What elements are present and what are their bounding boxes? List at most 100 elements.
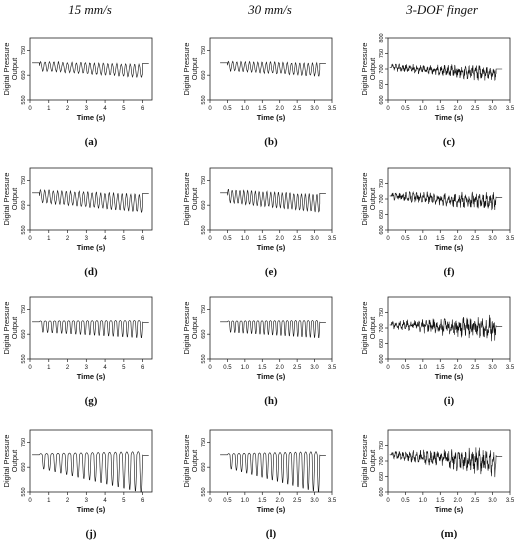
x-tick-label: 1: [47, 365, 51, 371]
plot-frame: [29, 37, 153, 101]
chart-panel-10: 0 0.5 1.0 1.5 2.0 2.5 3.0 3.5 550 650 750 Time (s) D…: [182, 429, 337, 514]
x-tick-label: 2.0: [454, 106, 463, 112]
x-tick-label: 0.5: [223, 236, 232, 242]
x-tick-label: 3.0: [488, 365, 497, 371]
y-axis-label: Digital Pressure: [2, 173, 11, 226]
x-tick-label: 1.5: [436, 236, 445, 242]
panel-caption: (f): [443, 266, 455, 278]
y-tick-label: 600: [379, 487, 385, 496]
series-line: [220, 451, 326, 493]
x-tick-label: 2.5: [471, 106, 480, 112]
x-tick-label: 0.5: [223, 365, 232, 371]
y-axis-label-line2: Output: [190, 57, 199, 80]
x-tick-label: 3: [85, 236, 89, 242]
y-tick-label: 650: [201, 201, 207, 210]
series-line: [389, 63, 503, 81]
x-tick-label: 1: [47, 236, 51, 242]
x-tick-label: 1.0: [241, 498, 250, 504]
y-tick-label: 750: [201, 46, 207, 55]
y-tick-label: 700: [379, 456, 385, 465]
series-line: [220, 60, 326, 77]
x-tick-label: 0: [386, 106, 390, 112]
x-tick-label: 3.5: [506, 365, 515, 371]
x-tick-label: 2.5: [293, 106, 302, 112]
panel-caption: (i): [443, 395, 455, 407]
y-tick-label: 650: [21, 463, 27, 472]
y-axis-label-line2: Output: [190, 187, 199, 210]
series-line: [220, 188, 326, 213]
x-tick-label: 2.5: [471, 498, 480, 504]
x-tick-label: 2.5: [293, 498, 302, 504]
x-tick-label: 3.0: [488, 236, 497, 242]
y-tick-label: 600: [379, 354, 385, 363]
x-tick-label: 0.5: [401, 498, 410, 504]
x-tick-label: 2: [66, 236, 70, 242]
chart-panel-4: 0 0.5 1.0 1.5 2.0 2.5 3.0 3.5 550 650 750 Time (s) D…: [182, 167, 337, 252]
x-tick-label: 3.5: [328, 498, 337, 504]
x-tick-label: 1: [47, 498, 51, 504]
y-tick-label: 650: [201, 330, 207, 339]
x-tick-label: 0.5: [401, 236, 410, 242]
y-axis-label-line2: Output: [10, 449, 19, 472]
y-tick-label: 750: [201, 305, 207, 314]
series-line: [32, 451, 149, 493]
x-tick-label: 5: [122, 498, 126, 504]
x-tick-label: 0.5: [223, 106, 232, 112]
x-tick-label: 1.5: [436, 106, 445, 112]
panel-caption: (a): [84, 136, 98, 148]
x-axis-label: Time (s): [257, 372, 286, 381]
column-header-3dof: 3-DOF finger: [406, 2, 478, 17]
y-tick-label: 550: [201, 95, 207, 104]
chart-panel-1: 0 0.5 1.0 1.5 2.0 2.5 3.0 3.5 550 650 750 Time (s) D…: [182, 37, 337, 122]
panel-caption: (d): [84, 266, 98, 278]
x-tick-label: 1.0: [419, 365, 428, 371]
x-tick-label: 1.5: [436, 365, 445, 371]
panel-caption: (c): [442, 136, 456, 148]
y-tick-label: 750: [21, 305, 27, 314]
x-tick-label: 3.5: [328, 106, 337, 112]
y-axis-label-line2: Output: [368, 187, 377, 210]
plot-frame: [209, 296, 333, 360]
panel-caption: (h): [264, 395, 278, 407]
x-tick-label: 1.0: [419, 236, 428, 242]
x-tick-label: 6: [141, 365, 145, 371]
y-tick-label: 600: [379, 225, 385, 234]
panel-caption: (e): [264, 266, 278, 278]
x-axis-label: Time (s): [77, 113, 106, 122]
x-axis-label: Time (s): [435, 372, 464, 381]
x-tick-label: 3.0: [488, 106, 497, 112]
y-axis-label-line2: Output: [368, 57, 377, 80]
y-tick-label: 750: [201, 176, 207, 185]
y-tick-label: 750: [21, 438, 27, 447]
panel-caption: (j): [85, 528, 97, 540]
y-tick-label: 650: [201, 463, 207, 472]
x-tick-label: 0.5: [401, 106, 410, 112]
x-tick-label: 4: [103, 498, 107, 504]
x-tick-label: 6: [141, 498, 145, 504]
series-line: [389, 314, 503, 342]
y-axis-label: Digital Pressure: [2, 302, 11, 355]
x-tick-label: 3.0: [310, 236, 319, 242]
x-tick-label: 2.5: [471, 365, 480, 371]
plot-frame: [209, 429, 333, 493]
y-tick-label: 800: [379, 33, 385, 42]
plot-frame: [387, 37, 511, 101]
x-tick-label: 4: [103, 365, 107, 371]
series-line: [220, 320, 326, 339]
panel-caption: (b): [264, 136, 278, 148]
x-tick-label: 1.0: [241, 365, 250, 371]
y-axis-label-line2: Output: [190, 316, 199, 339]
x-tick-label: 1.5: [258, 236, 267, 242]
chart-panel-5: 0 0.5 1.0 1.5 2.0 2.5 3.0 3.5 600 650 700 750 Time (…: [360, 167, 515, 252]
x-tick-label: 1.5: [258, 365, 267, 371]
y-axis-label: Digital Pressure: [182, 43, 191, 96]
chart-panel-7: 0 0.5 1.0 1.5 2.0 2.5 3.0 3.5 550 650 750 Time (s) D…: [182, 296, 337, 381]
x-tick-label: 2.5: [293, 236, 302, 242]
x-tick-label: 3.5: [328, 236, 337, 242]
x-tick-label: 5: [122, 106, 126, 112]
series-line: [389, 191, 503, 211]
x-tick-label: 1.5: [258, 106, 267, 112]
y-tick-label: 750: [379, 308, 385, 317]
chart-panel-11: 0 0.5 1.0 1.5 2.0 2.5 3.0 3.5 600 650 700 750 Time (…: [360, 429, 515, 514]
y-axis-label: Digital Pressure: [182, 173, 191, 226]
